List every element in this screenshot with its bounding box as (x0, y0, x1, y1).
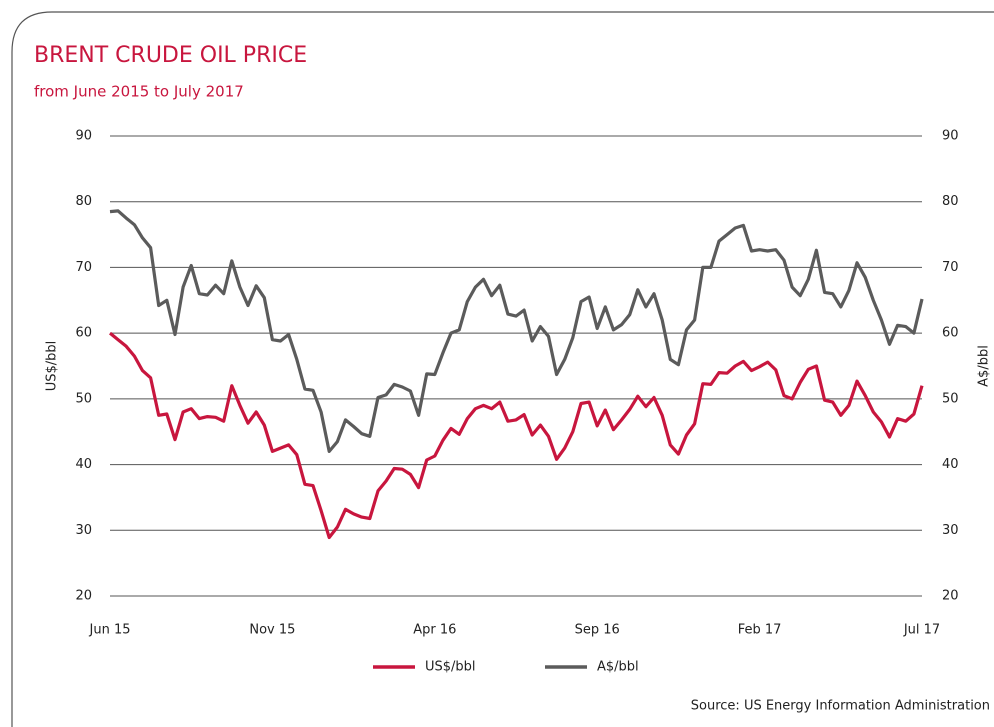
y2-tick-label: 80 (942, 194, 959, 209)
y-tick-label: 90 (75, 129, 92, 144)
y2-axis-label: A$/bbl (977, 345, 992, 387)
y-tick-label: 80 (75, 194, 92, 209)
y-tick-label: 40 (75, 457, 92, 472)
y-tick-label: 70 (75, 260, 92, 275)
legend-label: A$/bbl (597, 660, 639, 675)
y-tick-label: 20 (75, 589, 92, 604)
y2-tick-label: 20 (942, 589, 959, 604)
x-tick-label: Nov 15 (249, 623, 295, 638)
data-line (109, 209, 924, 453)
y-axis-label: US$/bbl (45, 341, 60, 392)
legend-label: US$/bbl (425, 660, 476, 675)
y2-tick-label: 60 (942, 326, 959, 341)
chart-title: BRENT CRUDE OIL PRICE (34, 43, 307, 68)
source-note: Source: US Energy Information Administra… (691, 699, 990, 714)
data-line (108, 331, 924, 540)
y2-tick-label: 40 (942, 457, 959, 472)
y2-tick-label: 30 (942, 523, 959, 538)
x-tick-label: Jun 15 (89, 623, 131, 638)
x-tick-label: Apr 16 (413, 623, 456, 638)
y-tick-label: 50 (75, 391, 92, 406)
y-tick-label: 60 (75, 326, 92, 341)
y2-tick-label: 50 (942, 391, 959, 406)
y2-tick-label: 90 (942, 129, 959, 144)
chart-subtitle: from June 2015 to July 2017 (34, 83, 244, 101)
x-tick-label: Jul 17 (903, 623, 940, 638)
x-tick-label: Sep 16 (575, 623, 620, 638)
y-tick-label: 30 (75, 523, 92, 538)
x-tick-label: Feb 17 (738, 623, 782, 638)
y2-tick-label: 70 (942, 260, 959, 275)
card-border (11, 11, 994, 727)
